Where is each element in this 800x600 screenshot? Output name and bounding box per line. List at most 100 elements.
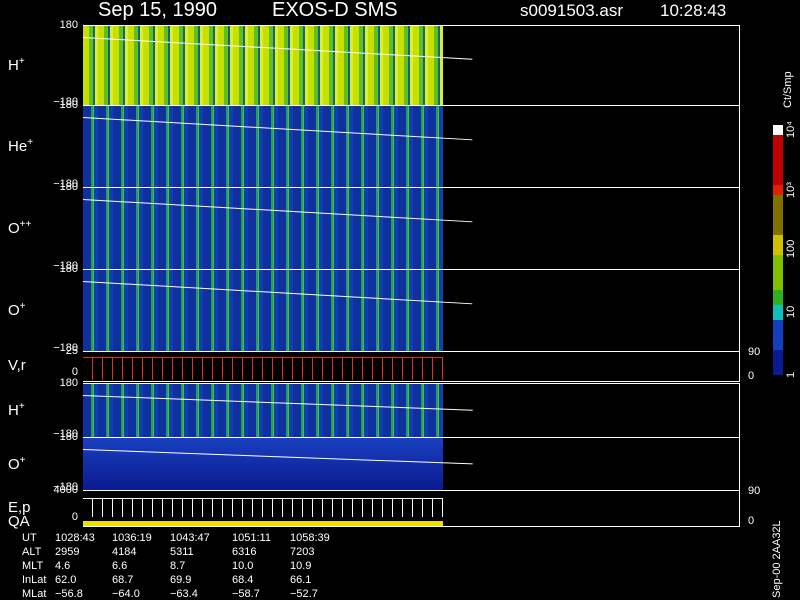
- colorbar-segment: [773, 350, 783, 375]
- table-value: 4.6: [55, 560, 71, 572]
- table-value: 62.0: [55, 574, 77, 586]
- y-bottom-label: −180: [53, 481, 78, 493]
- table-value: 1036:19: [112, 532, 152, 544]
- table-value: 1058:39: [290, 532, 330, 544]
- panel-label: V,r: [8, 358, 26, 373]
- panel-label: H+: [8, 401, 25, 419]
- spectrogram: [83, 188, 443, 269]
- y-bottom-label: 0: [71, 366, 78, 378]
- table-label: MLat: [22, 588, 47, 600]
- table-value: −63.4: [170, 588, 198, 600]
- table-value: 1043:47: [170, 532, 210, 544]
- table-value: 1051:11: [232, 532, 271, 544]
- panel-frame: [83, 490, 740, 527]
- y-bottom-label: −180: [53, 428, 78, 440]
- spectrogram: [83, 438, 443, 490]
- spectrogram: [83, 26, 443, 105]
- instrument: EXOS-D SMS: [272, 0, 398, 21]
- colorbar-unit: Ct/Smp: [782, 71, 794, 108]
- panel-label-text: H: [8, 402, 19, 419]
- y-top-label: 180: [59, 263, 78, 275]
- colorbar-segment: [773, 255, 783, 290]
- spectrogram: [83, 384, 443, 437]
- colorbar-tick-label: 100: [785, 239, 797, 258]
- table-value: 1028:43: [55, 532, 95, 544]
- colorbar-segment: [773, 185, 783, 195]
- table-value: −58.7: [232, 588, 260, 600]
- panel-label: H+: [8, 56, 25, 74]
- colorbar-segment: [773, 195, 783, 235]
- panel-label-charge: +: [19, 301, 26, 312]
- spectrogram: [83, 106, 443, 187]
- qa-bar: [83, 521, 443, 526]
- time: 10:28:43: [660, 1, 727, 20]
- colorbar-tick-label: 10³: [785, 182, 797, 198]
- colorbar-segment: [773, 290, 783, 305]
- colorbar-segment: [773, 305, 783, 320]
- table-value: 2959: [55, 546, 80, 558]
- y-top-label: 180: [59, 99, 78, 111]
- table-label: MLT: [22, 560, 44, 572]
- table-value: 66.1: [290, 574, 312, 586]
- panel-label-text: E,p: [8, 499, 31, 516]
- y-bottom-label: −180: [53, 178, 78, 190]
- date: Sep 15, 1990: [98, 0, 217, 21]
- panel-label: E,p: [8, 500, 31, 515]
- table-value: 5311: [170, 546, 194, 558]
- y2-bottom-label: 0: [748, 515, 755, 527]
- panel-label: He+: [8, 137, 34, 155]
- y-top-label: 180: [59, 181, 78, 193]
- table-label: UT: [22, 532, 37, 544]
- colorbar-tick-label: 10: [785, 305, 797, 318]
- table-value: 8.7: [170, 560, 186, 572]
- file-name: s0091503.asr: [520, 1, 624, 20]
- table-value: 10.9: [290, 560, 312, 572]
- panel-label-charge: +: [27, 137, 34, 148]
- panel-label-text: V,r: [8, 357, 26, 374]
- y-bottom-label: −180: [53, 96, 78, 108]
- energy-trace: [83, 498, 443, 517]
- table-value: 7203: [290, 546, 315, 558]
- table-value: −56.8: [55, 588, 83, 600]
- table-value: −52.7: [290, 588, 318, 600]
- velocity-trace: [83, 357, 443, 380]
- spectrogram: [83, 270, 443, 351]
- y2-top-label: 90: [748, 346, 761, 358]
- panel-label-charge: +: [18, 401, 25, 412]
- y2-bottom-label: 0: [748, 370, 755, 382]
- table-value: 6316: [232, 546, 257, 558]
- colorbar-segment: [773, 135, 783, 185]
- table-value: −64.0: [112, 588, 140, 600]
- panel-label-charge: +: [19, 454, 26, 466]
- y-top-label: 180: [59, 19, 78, 31]
- y-bottom-label: −180: [53, 342, 78, 354]
- colorbar-segment: [773, 235, 783, 255]
- y-top-label: 180: [59, 431, 78, 443]
- y-top-label: 4000: [53, 484, 78, 496]
- table-value: 4184: [112, 546, 137, 558]
- panel-frame: [83, 351, 740, 382]
- colorbar-tick-label: 1: [785, 371, 797, 378]
- y-top-label: 180: [59, 377, 78, 389]
- y-bottom-label: 0: [71, 511, 78, 523]
- table-label: InLat: [22, 574, 47, 586]
- table-value: 69.9: [170, 574, 192, 586]
- colorbar-segment: [773, 125, 783, 135]
- y-top-label: 25: [65, 345, 78, 357]
- panel-label-qa: QA: [8, 513, 30, 530]
- panel-label-charge: ++: [19, 219, 32, 230]
- table-value: 68.7: [112, 574, 134, 586]
- colorbar-tick-label: 10⁴: [785, 121, 797, 138]
- colorbar-segment: [773, 320, 783, 350]
- panel-label: O++: [8, 219, 32, 237]
- panel-label-text: H: [8, 57, 19, 74]
- panel-label: O+: [8, 454, 26, 472]
- panel-label: O+: [8, 301, 26, 319]
- table-value: 6.6: [112, 560, 128, 572]
- panel-label-text: O: [8, 220, 20, 237]
- side-label: Sep-00 2AA32L: [771, 520, 783, 598]
- panel-label-charge: +: [18, 56, 25, 67]
- y-bottom-label: −180: [53, 260, 78, 272]
- table-value: 68.4: [232, 574, 254, 586]
